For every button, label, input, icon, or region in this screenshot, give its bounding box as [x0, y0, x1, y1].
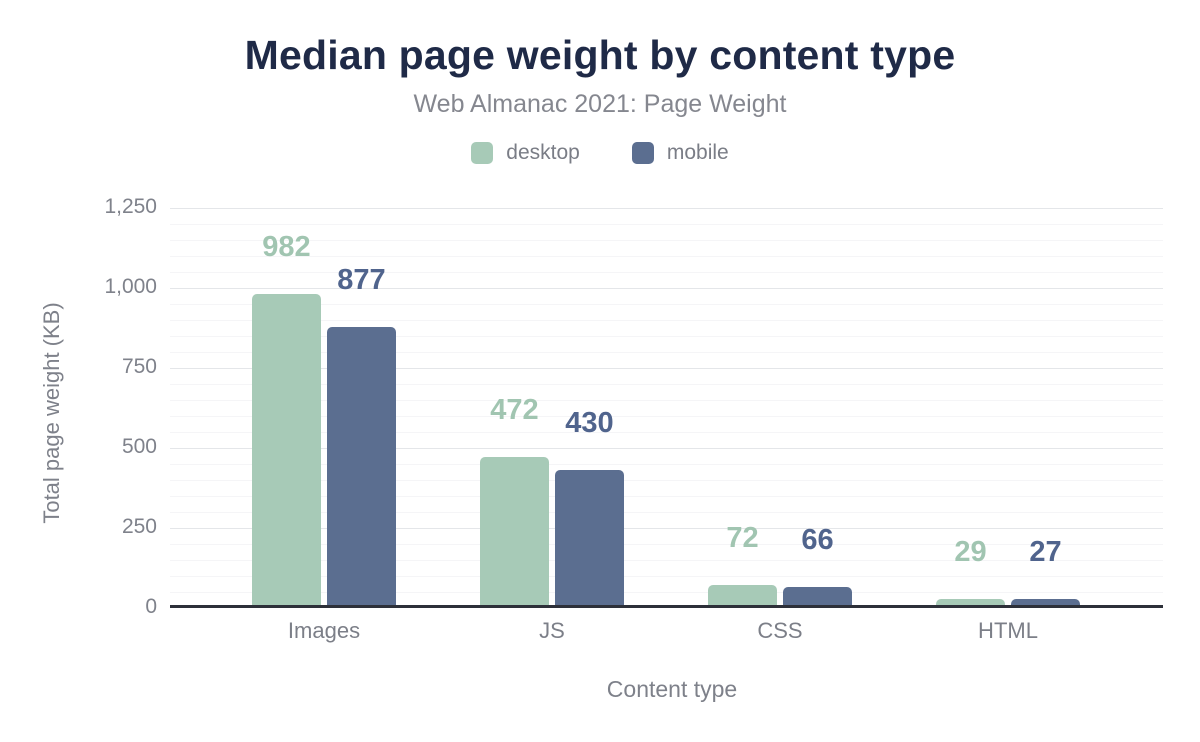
gridline-minor [170, 560, 1163, 561]
legend-label-mobile: mobile [666, 141, 729, 164]
bar-desktop-js[interactable] [480, 456, 549, 608]
bar-mobile-html[interactable] [1011, 599, 1080, 608]
gridline-minor [170, 272, 1163, 273]
gridline-minor [170, 512, 1163, 513]
gridline-minor [170, 592, 1163, 593]
value-label-desktop-html: 29 [954, 535, 987, 568]
bar-desktop-html[interactable] [936, 598, 1005, 608]
x-axis-line [170, 605, 1163, 608]
y-tick-label: 1,250 [104, 195, 157, 218]
gridline-minor [170, 400, 1163, 401]
x-axis-title: Content type [606, 676, 738, 702]
legend-label-desktop: desktop [506, 141, 580, 164]
gridline-minor [170, 240, 1163, 241]
gridline-minor [170, 384, 1163, 385]
value-label-mobile-js: 430 [565, 407, 614, 440]
value-label-mobile-css: 66 [801, 523, 834, 556]
x-category-label-js: JS [539, 618, 565, 643]
legend-item-desktop[interactable]: desktop [471, 141, 580, 165]
x-category-label-css: CSS [757, 618, 803, 643]
bar-mobile-css[interactable] [783, 586, 852, 608]
y-tick-label: 1,000 [104, 275, 157, 298]
value-label-desktop-css: 72 [726, 521, 759, 554]
plot-area: 982 877 472 430 72 66 29 27 [170, 208, 1163, 608]
gridline-major [170, 208, 1163, 209]
gridline-major [170, 288, 1163, 289]
gridline-minor [170, 496, 1163, 497]
y-tick-label: 750 [121, 355, 157, 378]
gridline-minor [170, 464, 1163, 465]
y-tick-label: 500 [121, 435, 157, 458]
gridline-minor [170, 320, 1163, 321]
legend-swatch-mobile-icon [631, 142, 654, 164]
gridline-minor [170, 304, 1163, 305]
y-tick-label: 250 [121, 515, 157, 538]
gridline-minor [170, 544, 1163, 545]
gridline-minor [170, 432, 1163, 433]
y-tick-label: 0 [145, 595, 157, 618]
gridline-major [170, 448, 1163, 449]
x-category-label-images: Images [287, 618, 361, 643]
legend-item-mobile[interactable]: mobile [631, 141, 729, 165]
value-label-desktop-images: 982 [262, 230, 311, 263]
bar-desktop-css[interactable] [708, 584, 777, 608]
legend: desktop mobile [0, 141, 1200, 165]
gridline-major [170, 368, 1163, 369]
bar-mobile-js[interactable] [555, 470, 624, 608]
value-label-desktop-js: 472 [490, 393, 539, 426]
chart-title: Median page weight by content type [244, 32, 956, 78]
gridline-minor [170, 480, 1163, 481]
x-category-label-html: HTML [978, 618, 1038, 643]
y-axis-title: Total page weight (KB) [39, 302, 64, 524]
gridline-minor [170, 416, 1163, 417]
gridline-minor [170, 256, 1163, 257]
gridline-minor [170, 352, 1163, 353]
bar-mobile-images[interactable] [327, 327, 396, 608]
gridline-minor [170, 224, 1163, 225]
value-label-mobile-html: 27 [1029, 536, 1062, 569]
gridline-major [170, 528, 1163, 529]
value-label-mobile-images: 877 [337, 264, 386, 297]
gridline-minor [170, 336, 1163, 337]
chart-subtitle: Web Almanac 2021: Page Weight [413, 90, 787, 118]
bar-desktop-images[interactable] [252, 293, 321, 608]
gridline-minor [170, 576, 1163, 577]
legend-swatch-desktop-icon [471, 142, 494, 164]
